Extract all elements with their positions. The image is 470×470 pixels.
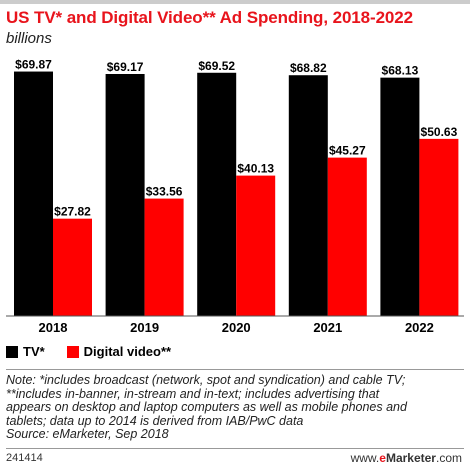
x-tick-label: 2022: [405, 320, 434, 335]
data-label: $69.17: [107, 60, 144, 74]
bar-tv: [14, 71, 53, 316]
data-label: $45.27: [329, 144, 366, 158]
data-label: $68.82: [290, 61, 327, 75]
footer-divider: [6, 448, 464, 449]
legend-swatch-digital-video: [66, 345, 79, 358]
site-prefix: www.: [350, 451, 380, 465]
top-rule: [0, 0, 470, 4]
x-tick-label: 2020: [222, 320, 251, 335]
site-brand-e: e: [379, 451, 386, 465]
bar-digital-video: [236, 175, 276, 316]
bar-tv: [105, 73, 145, 316]
note-line: Note: *includes broadcast (network, spot…: [6, 373, 406, 387]
bar-digital-video: [327, 157, 367, 316]
legend-label-digital-video: Digital video**: [83, 344, 172, 359]
chart-note: Note: *includes broadcast (network, spot…: [6, 373, 466, 442]
legend-item-tv: TV*: [6, 344, 45, 359]
data-label: $27.82: [54, 205, 91, 219]
legend-label-tv: TV*: [23, 344, 45, 359]
x-tick-label: 2021: [313, 320, 342, 335]
bar-tv: [197, 72, 237, 316]
note-line: tablets; data up to 2014 is derived from…: [6, 413, 304, 428]
chart-title: US TV* and Digital Video** Ad Spending, …: [6, 8, 413, 27]
data-label: $50.63: [421, 125, 458, 139]
note-line: **includes in-banner, in-stream and in-t…: [6, 386, 380, 401]
note-divider: [6, 369, 464, 370]
data-label: $69.52: [198, 59, 235, 73]
bar-digital-video: [144, 198, 184, 316]
data-label: $68.13: [382, 64, 419, 78]
bar-tv: [380, 77, 420, 317]
site-url[interactable]: www.eMarketer.com: [351, 451, 462, 465]
legend-item-digital-video: Digital video**: [66, 344, 172, 359]
x-tick-label: 2018: [39, 320, 68, 335]
chart-id: 241414: [6, 452, 43, 464]
bar-digital-video: [419, 138, 459, 316]
source-line: Source: eMarketer, Sep 2018: [6, 427, 169, 442]
site-suffix: .com: [435, 451, 462, 465]
site-brand: Marketer: [385, 451, 436, 465]
data-label: $40.13: [237, 162, 274, 176]
data-label: $33.56: [146, 185, 183, 199]
chart-subtitle: billions: [6, 30, 52, 47]
bar-chart: $69.87 $27.82 2018 $69.17 $33.56 2019 $69.52 $4…: [6, 58, 464, 335]
bar-digital-video: [53, 218, 92, 316]
chart-legend: TV* Digital video**: [6, 344, 193, 359]
bar-tv: [288, 75, 328, 316]
x-tick-label: 2019: [130, 320, 159, 335]
note-line: appears on desktop and laptop computers …: [6, 400, 407, 415]
data-label: $69.87: [15, 58, 52, 72]
legend-swatch-tv: [6, 345, 18, 358]
